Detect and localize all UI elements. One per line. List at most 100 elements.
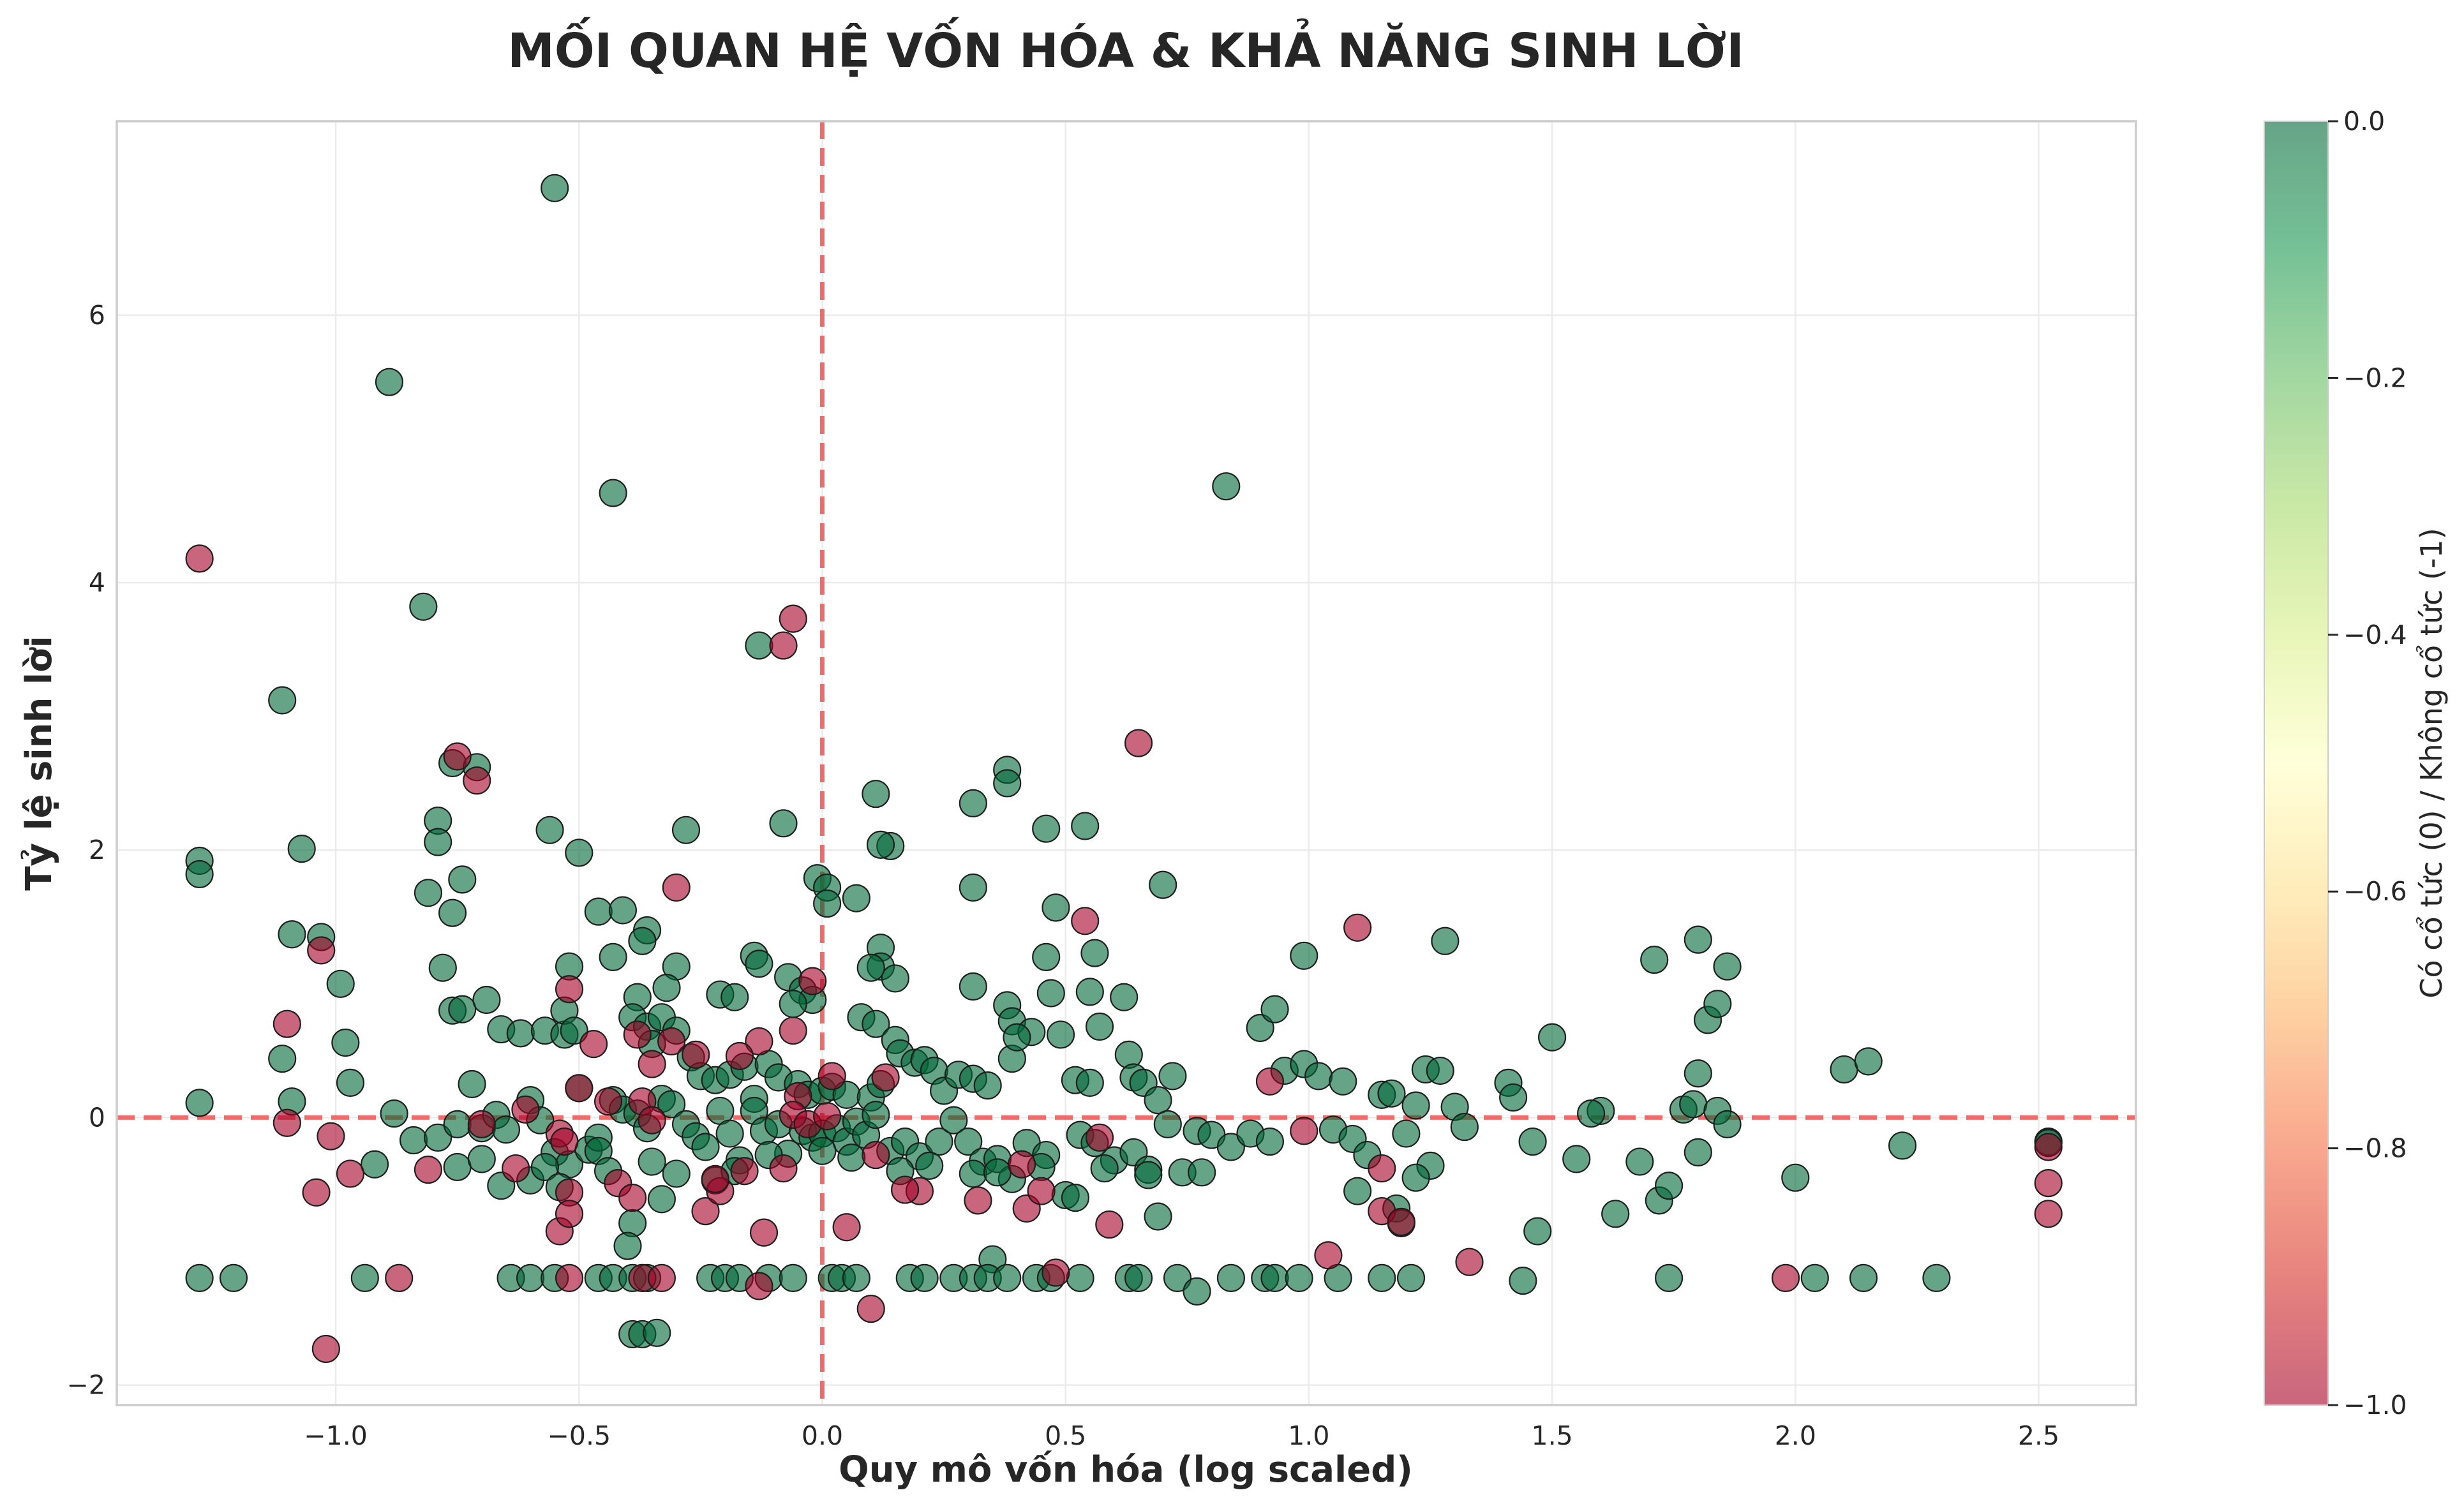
data-point-dividend	[1396, 1263, 1426, 1292]
data-point-no-dividend	[550, 1128, 579, 1156]
data-point-dividend	[185, 860, 214, 889]
data-point-dividend	[1144, 1086, 1172, 1115]
data-point-no-dividend	[813, 1102, 842, 1131]
data-point-no-dividend	[594, 1087, 623, 1116]
data-point-dividend	[491, 1115, 521, 1144]
data-point-no-dividend	[1027, 1177, 1056, 1205]
chart-title: MỐI QUAN HỆ VỐN HÓA & KHẢ NĂNG SINH LỜI	[507, 17, 1744, 78]
data-point-dividend	[438, 898, 467, 927]
x-tick-label: 0.0	[802, 1420, 843, 1451]
data-point-dividend	[1042, 893, 1070, 922]
data-point-no-dividend	[1314, 1241, 1343, 1270]
data-point-no-dividend	[385, 1263, 414, 1292]
data-point-dividend	[1003, 1023, 1031, 1052]
data-point-dividend	[1684, 1138, 1712, 1166]
data-point-dividend	[336, 1068, 365, 1098]
data-point-dividend	[1703, 990, 1732, 1018]
data-point-no-dividend	[555, 1263, 584, 1292]
data-point-no-dividend	[1007, 1150, 1036, 1179]
data-point-no-dividend	[964, 1186, 992, 1215]
data-point-dividend	[910, 1263, 939, 1292]
data-point-no-dividend	[745, 1027, 773, 1056]
data-point-no-dividend	[725, 1041, 754, 1071]
data-point-no-dividend	[307, 936, 336, 965]
data-point-no-dividend	[1124, 729, 1153, 757]
data-point-dividend	[1392, 1119, 1421, 1148]
data-point-dividend	[715, 1119, 744, 1148]
data-point-dividend	[959, 1159, 987, 1188]
data-point-dividend	[268, 686, 297, 715]
data-point-no-dividend	[273, 1009, 301, 1038]
colorbar-tick-label: −0.4	[2343, 620, 2407, 650]
data-point-dividend	[1654, 1263, 1684, 1292]
data-point-dividend	[1144, 1202, 1172, 1231]
data-point-dividend	[1562, 1145, 1591, 1173]
data-point-dividend	[1640, 945, 1669, 974]
data-point-no-dividend	[336, 1159, 365, 1188]
data-point-no-dividend	[185, 544, 214, 573]
data-point-dividend	[1518, 1128, 1547, 1156]
data-point-dividend	[628, 927, 657, 955]
data-point-dividend	[647, 1185, 676, 1214]
data-point-no-dividend	[555, 1200, 584, 1228]
data-point-dividend	[1509, 1266, 1537, 1295]
data-point-no-dividend	[647, 1263, 676, 1292]
data-point-dividend	[1134, 1161, 1163, 1189]
data-point-dividend	[1212, 472, 1241, 501]
data-point-no-dividend	[273, 1108, 301, 1137]
data-point-dividend	[1216, 1133, 1246, 1161]
data-point-no-dividend	[871, 1063, 900, 1092]
data-point-dividend	[516, 1263, 545, 1292]
data-point-no-dividend	[798, 967, 827, 995]
x-tick-label: 0.5	[1045, 1420, 1086, 1451]
data-point-no-dividend	[662, 873, 691, 902]
gridlines	[117, 121, 2136, 1405]
data-point-dividend	[638, 1147, 666, 1176]
data-point-dividend	[993, 769, 1022, 798]
data-point-dividend	[1246, 1013, 1274, 1043]
data-point-dividend	[856, 953, 885, 982]
data-point-dividend	[472, 985, 501, 1015]
data-point-dividend	[1625, 1147, 1654, 1176]
data-point-no-dividend	[818, 1062, 846, 1090]
data-point-no-dividend	[2034, 1168, 2063, 1198]
data-point-dividend	[1285, 1263, 1313, 1292]
data-point-no-dividend	[862, 1140, 890, 1170]
data-point-dividend	[813, 889, 842, 918]
x-axis-ticks: −1.0 −0.5 0.0 0.5 1.0 1.5 2.0 2.5	[304, 1420, 2059, 1451]
data-point-dividend	[565, 838, 594, 867]
data-point-dividend	[599, 479, 627, 507]
data-point-dividend	[1368, 1263, 1396, 1292]
data-point-dividend	[1431, 927, 1460, 955]
data-point-dividend	[185, 1263, 214, 1292]
data-point-no-dividend	[856, 1295, 885, 1323]
data-point-dividend	[1601, 1200, 1630, 1228]
x-tick-label: 1.5	[1531, 1420, 1572, 1451]
y-tick-label: 0	[89, 1102, 105, 1133]
data-point-dividend	[599, 942, 627, 971]
data-point-no-dividend	[691, 1197, 720, 1226]
data-point-dividend	[779, 990, 807, 1018]
data-point-no-dividend	[2034, 1200, 2063, 1228]
data-point-dividend	[1426, 1056, 1454, 1085]
x-tick-label: 1.0	[1288, 1420, 1329, 1451]
data-point-dividend	[541, 174, 569, 202]
data-point-dividend	[414, 879, 443, 907]
data-point-dividend	[959, 972, 987, 1001]
data-point-dividend	[808, 1136, 837, 1165]
data-point-no-dividend	[502, 1154, 530, 1183]
colorbar-tick-label: −0.6	[2343, 876, 2407, 907]
data-point-dividend	[1329, 1067, 1357, 1096]
data-point-dividend	[424, 828, 452, 856]
data-point-no-dividend	[1095, 1210, 1124, 1239]
data-point-dividend	[1290, 941, 1318, 970]
data-point-no-dividend	[779, 604, 807, 633]
data-point-dividend	[691, 1133, 720, 1161]
data-point-dividend	[1800, 1263, 1829, 1292]
y-axis-label: Tỷ lệ sinh lời	[19, 636, 60, 891]
data-point-dividend	[866, 830, 895, 859]
y-axis-ticks: −2 0 2 4 6	[67, 300, 105, 1401]
data-point-dividend	[530, 1152, 560, 1182]
data-point-dividend	[409, 592, 438, 621]
data-point-dividend	[1085, 1012, 1114, 1041]
